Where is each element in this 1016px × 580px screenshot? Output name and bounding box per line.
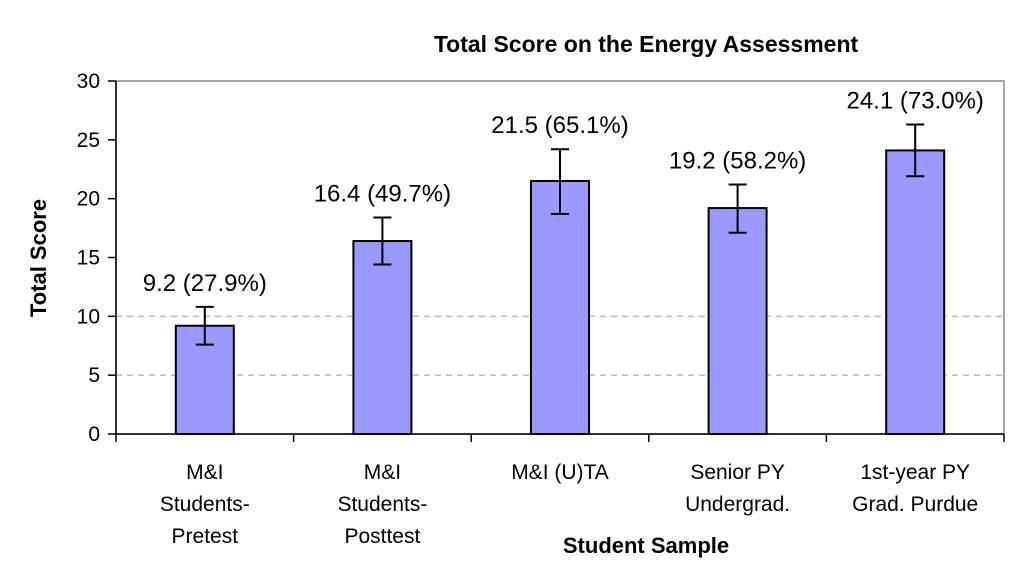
category-label: Posttest [344,525,420,548]
data-label: 21.5 (65.1%) [491,112,628,139]
category-label: Senior PY [690,461,785,484]
bar [530,180,590,435]
category-label: Undergrad. [685,493,790,516]
y-tick-label: 0 [88,423,100,446]
category-label: Students- [160,493,250,516]
bar [885,149,946,435]
y-tick-label: 15 [77,247,100,270]
category-label: 1st-year PY [860,461,970,484]
data-label: 19.2 (58.2%) [669,148,806,175]
category-label: M&I [186,461,223,484]
category-label: Pretest [172,525,239,548]
category-label: Students- [337,493,427,516]
category-label: M&I (U)TA [511,461,609,484]
y-tick-label: 25 [77,129,100,152]
bar [352,240,413,435]
chart-title: Total Score on the Energy Assessment [434,31,859,57]
category-label: M&I [364,461,401,484]
data-label: 24.1 (73.0%) [846,88,983,115]
y-axis-label: Total Score [26,199,51,317]
category-label: Grad. Purdue [852,493,978,516]
y-tick-label: 30 [77,70,100,93]
x-axis-label: Student Sample [563,533,729,558]
y-tick-label: 20 [77,188,100,211]
y-tick-label: 5 [88,364,100,387]
y-tick-label: 10 [77,305,100,328]
data-label: 9.2 (27.9%) [143,270,267,297]
data-label: 16.4 (49.7%) [314,180,451,207]
bar [707,207,768,435]
